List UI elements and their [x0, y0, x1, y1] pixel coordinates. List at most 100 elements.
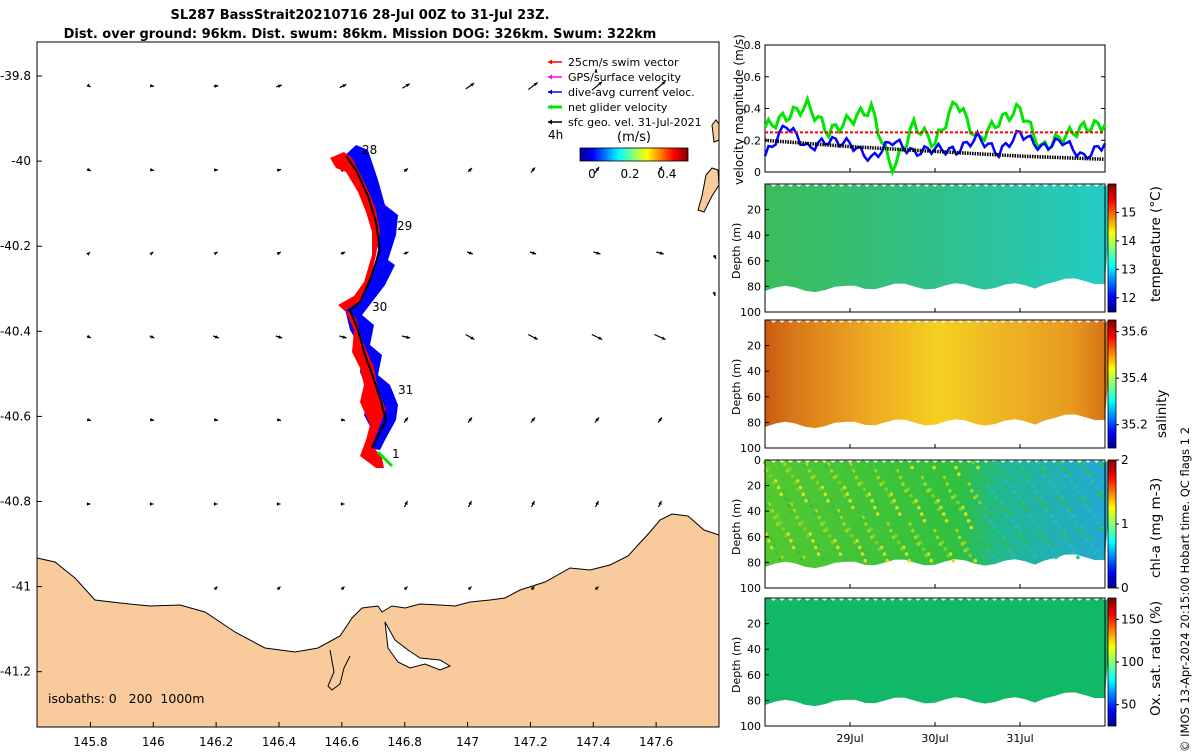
chl-sample-dot	[919, 512, 924, 516]
chl-sample-dot	[913, 535, 918, 540]
chl-sample-dot	[790, 474, 795, 478]
chl-sample-dot	[1055, 490, 1060, 495]
chl-sample-dot	[979, 472, 983, 477]
depth-tick-label: 60	[747, 255, 761, 268]
map-xtick-label: 145.8	[73, 735, 107, 749]
colorbar-tick-2: 0.4	[657, 167, 676, 181]
chl-sample-dot	[969, 525, 974, 530]
chl-sample-dot	[922, 519, 927, 523]
colorbar-tick-label: 15	[1121, 205, 1136, 219]
chl-sample-dot	[1071, 550, 1075, 555]
velocity-arrow	[149, 417, 155, 422]
chl-sample-dot	[770, 509, 775, 513]
chl-sample-dot	[876, 475, 881, 480]
chl-sample-dot	[910, 529, 915, 533]
section-colorbar	[1107, 183, 1117, 313]
chl-sample-dot	[978, 500, 982, 505]
chl-sample-dot	[859, 517, 863, 521]
chl-sample-dot	[1051, 549, 1055, 553]
chl-sample-dot	[882, 552, 887, 556]
colorbar-label: Ox. sat. ratio (%)	[1148, 601, 1164, 716]
chl-sample-dot	[966, 519, 971, 523]
velocity-arrow	[467, 500, 473, 508]
velocity-arrow	[86, 502, 91, 506]
chl-sample-dot	[1027, 514, 1032, 518]
map-xtick-label: 146	[142, 735, 165, 749]
chl-sample-dot	[810, 475, 815, 480]
chl-sample-dot	[795, 515, 799, 520]
chl-sample-dot	[976, 465, 980, 470]
section-colorbar	[1107, 319, 1117, 449]
chl-sample-dot	[784, 497, 789, 502]
chl-sample-dot	[1080, 497, 1085, 502]
colorbar-label: salinity	[1154, 390, 1170, 438]
chl-sample-dot	[1058, 497, 1063, 502]
chl-sample-dot	[943, 484, 947, 488]
chl-sample-dot	[826, 499, 830, 503]
chl-sample-dot	[834, 510, 838, 515]
colorbar-tick-label: 50	[1121, 698, 1136, 712]
chl-sample-dot	[1052, 520, 1056, 525]
chl-sample-dot	[936, 507, 941, 512]
chl-sample-dot	[957, 472, 961, 477]
chl-sample-dot	[931, 494, 935, 498]
chl-sample-dot	[923, 482, 927, 487]
velocity-arrow	[149, 502, 154, 506]
chl-sample-dot	[890, 500, 894, 505]
chl-sample-dot	[930, 530, 935, 535]
chl-sample-dot	[1049, 514, 1054, 518]
colorbar-tick-label: 2	[1121, 453, 1129, 467]
velocity-arrow	[654, 333, 666, 341]
depth-tick-label: 20	[747, 204, 761, 217]
colorbar-tick-1: 0.2	[620, 167, 639, 181]
velocity-arrow	[527, 81, 539, 91]
velocity-arrow	[403, 500, 409, 508]
chl-sample-dot	[1091, 515, 1095, 520]
chl-sample-dot	[938, 542, 943, 546]
chl-sample-dot	[1077, 490, 1082, 495]
date-tick-label: 31Jul	[1006, 732, 1033, 745]
chl-sample-dot	[1035, 525, 1040, 530]
velocity-arrow	[86, 334, 92, 339]
chl-sample-dot	[912, 500, 916, 505]
colorbar-tick-0: 0	[588, 167, 596, 181]
velocity-arrow	[276, 168, 282, 173]
title-line-2: Dist. over ground: 96km. Dist. swum: 86k…	[63, 27, 657, 42]
chl-sample-dot	[1102, 497, 1107, 502]
velocity-arrow	[657, 417, 663, 423]
chl-sample-dot	[773, 515, 777, 520]
chl-sample-dot	[1010, 519, 1015, 523]
map-ytick-label: -41	[11, 580, 31, 594]
chl-sample-dot	[893, 470, 897, 475]
day-label-31: 31	[398, 383, 413, 397]
velocity-arrow	[465, 333, 475, 341]
chl-sample-dot	[851, 505, 855, 510]
colorbar-tick-label: 0	[1121, 581, 1129, 595]
depth-axis-label: Depth (m)	[730, 499, 743, 555]
chl-sample-dot	[1056, 462, 1061, 467]
chl-sample-dot	[926, 489, 930, 493]
chl-sample-dot	[811, 539, 815, 543]
chl-sample-dot	[1064, 474, 1069, 478]
chl-sample-dot	[895, 505, 899, 510]
chl-sample-dot	[868, 464, 873, 468]
chl-sample-dot	[807, 469, 812, 473]
chl-sample-dot	[1032, 555, 1036, 560]
depth-tick-label: 60	[747, 669, 761, 682]
chl-sample-dot	[887, 494, 891, 498]
chl-sample-dot	[1084, 467, 1088, 472]
velocity-arrow	[275, 84, 283, 88]
legend-item: dive-avg current veloc.	[548, 86, 695, 99]
chl-sample-dot	[860, 552, 865, 556]
chl-sample-dot	[848, 499, 852, 503]
day-label-29: 29	[397, 219, 412, 233]
map-ytick-label: -40.6	[0, 409, 31, 423]
velocity-arrow	[86, 417, 92, 422]
velocity-arrow	[214, 168, 218, 172]
chl-sample-dot	[1019, 502, 1024, 507]
chl-sample-dot	[993, 460, 997, 465]
section-panel-0: 20 40 60 80 100 Depth (m) 12 13 14 15 temperature …	[730, 183, 1164, 319]
map-panel: 28 29 30 31 1 145.8 146 146.2 146.4 146.6 146…	[0, 41, 720, 749]
chl-sample-dot	[995, 558, 1000, 563]
chl-sample-dot	[821, 557, 826, 561]
